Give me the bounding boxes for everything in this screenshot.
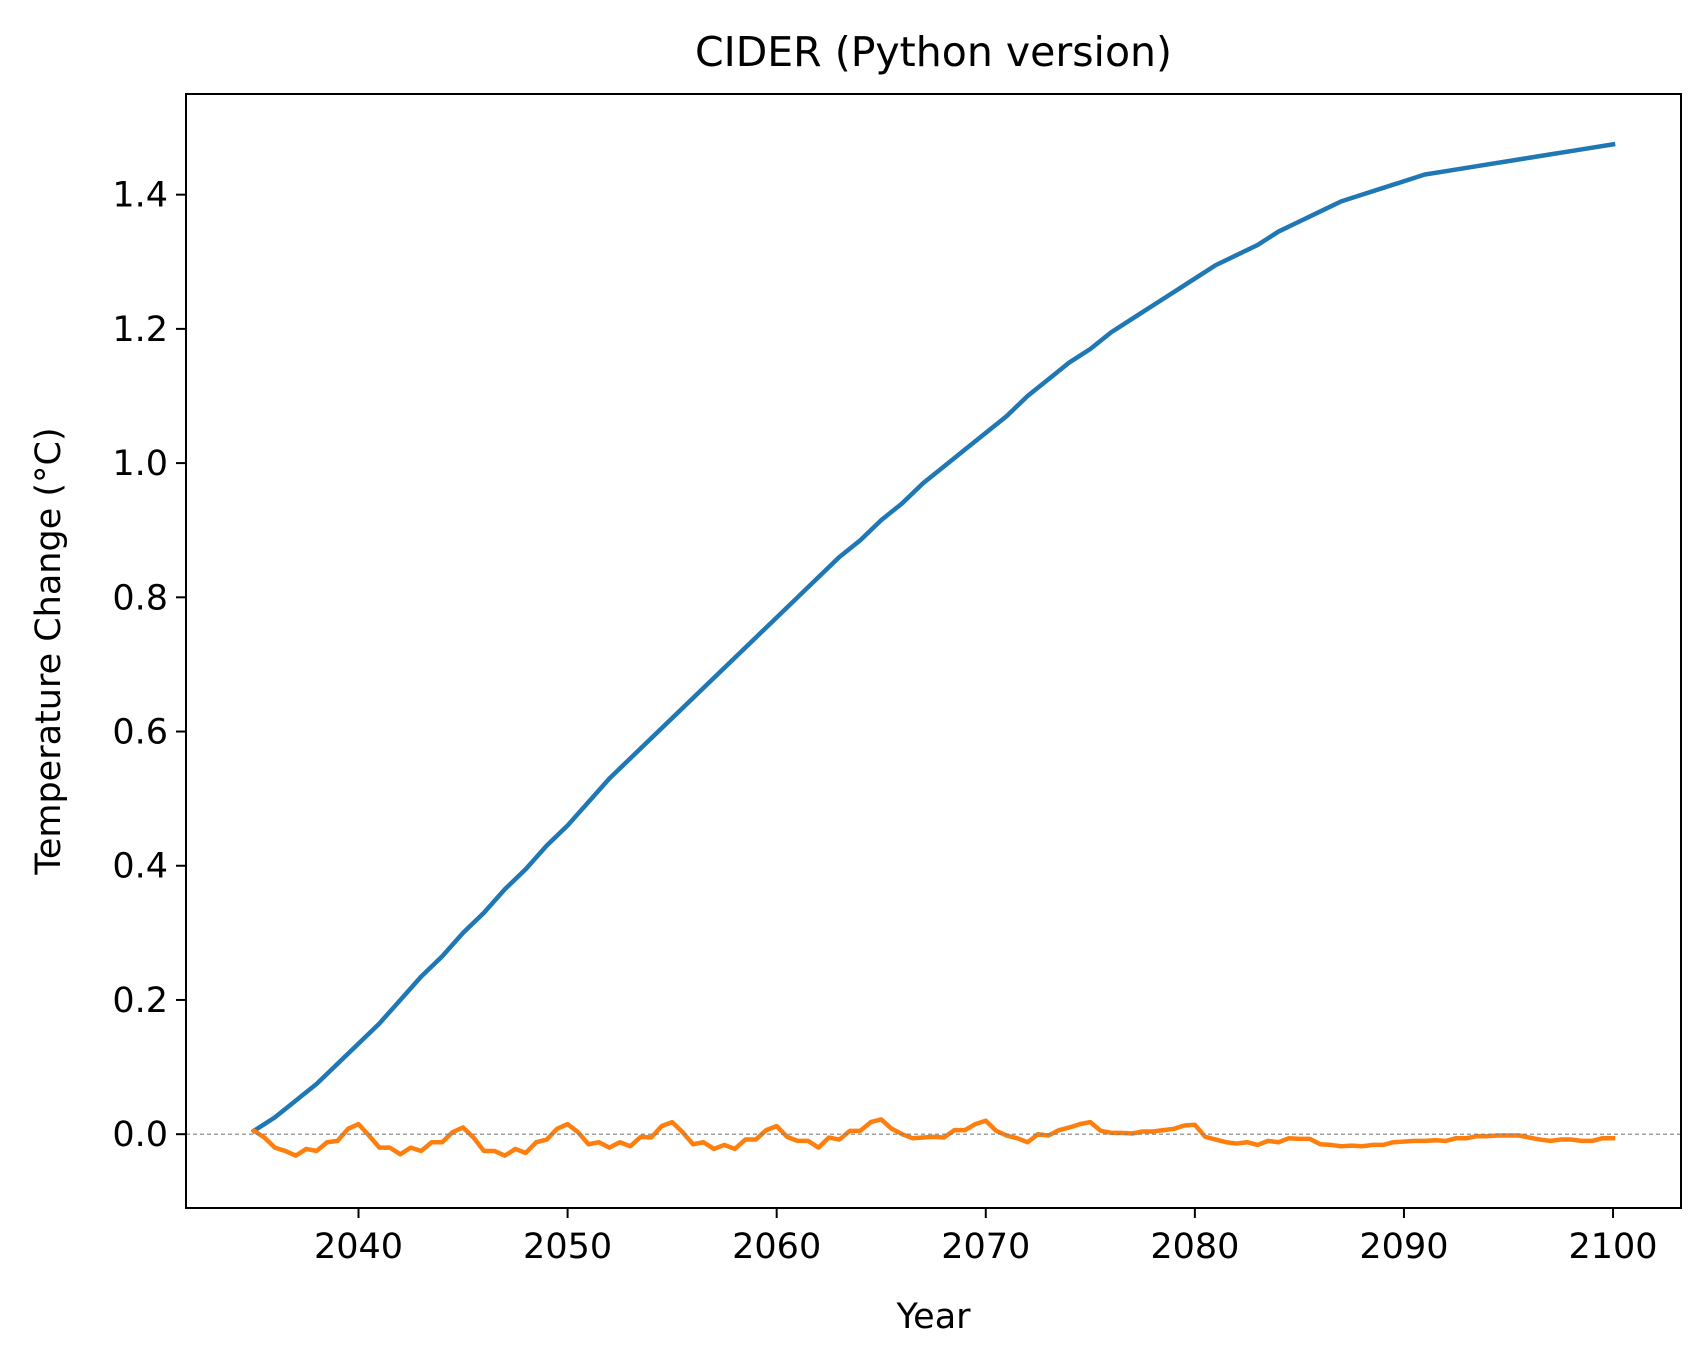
x-tick-label: 2090 — [1359, 1227, 1448, 1267]
x-tick-label: 2060 — [732, 1227, 821, 1267]
x-tick-label: 2100 — [1569, 1227, 1658, 1267]
y-tick-label: 0.2 — [112, 981, 168, 1021]
x-axis: 2040 2050 2060 2070 2080 2090 2100 — [314, 1208, 1658, 1267]
x-tick-label: 2070 — [941, 1227, 1030, 1267]
x-axis-title: Year — [895, 1297, 971, 1337]
y-tick-label: 1.4 — [112, 176, 168, 216]
y-tick-label: 1.2 — [112, 310, 168, 350]
x-tick-label: 2050 — [523, 1227, 612, 1267]
series-line-1 — [250, 141, 1616, 1134]
x-tick-label: 2080 — [1150, 1227, 1239, 1267]
y-tick-label: 0.6 — [112, 713, 168, 753]
y-axis: 0.0 0.2 0.4 0.6 0.8 1.0 1.2 1.4 — [112, 176, 186, 1155]
plot-frame — [185, 93, 1682, 1209]
series-layer — [250, 141, 1616, 1158]
y-tick-label: 0.4 — [112, 847, 168, 887]
series-line-2 — [250, 1117, 1616, 1158]
x-tick-label: 2040 — [314, 1227, 403, 1267]
chart-title: CIDER (Python version) — [695, 28, 1172, 76]
y-tick-label: 0.0 — [112, 1115, 168, 1155]
y-axis-title: Temperature Change (°C) — [29, 427, 69, 875]
y-tick-label: 0.8 — [112, 578, 168, 618]
y-tick-label: 1.0 — [112, 444, 168, 484]
